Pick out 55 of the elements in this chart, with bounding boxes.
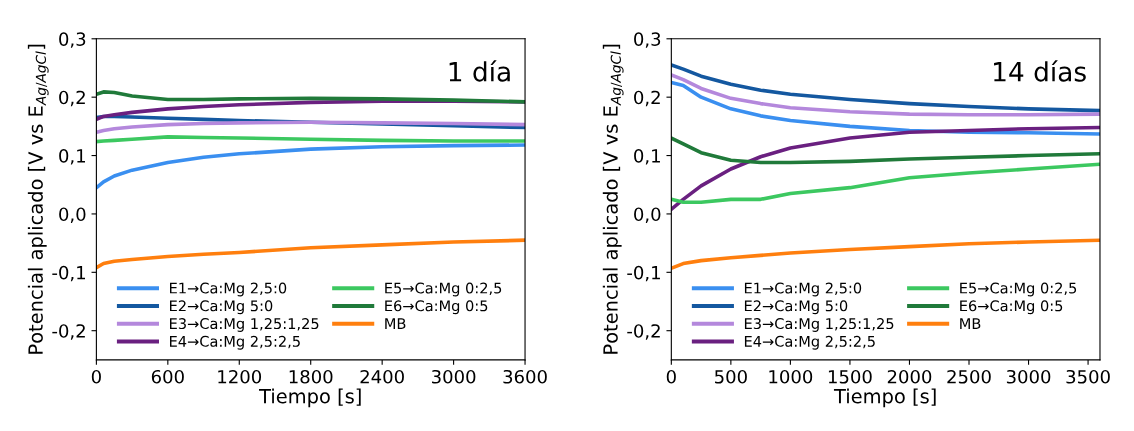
y-tick-label: 0,3 — [59, 32, 86, 48]
x-tick-label: 2000 — [887, 369, 932, 384]
y-tick-label: -0,1 — [52, 265, 85, 282]
y-tick-label: 0,1 — [59, 149, 85, 165]
y-tick-label: -0,2 — [52, 324, 85, 340]
legend-label: E4→Ca:Mg 2,5:2,5 — [744, 335, 875, 350]
y-axis-title: Potencial aplicado [V vs E$_{Ag/AgCl}$] — [602, 44, 624, 354]
y-axis-title: Potencial aplicado [V vs E$_{Ag/AgCl}$] — [27, 44, 49, 354]
x-tick-label: 1000 — [769, 369, 813, 384]
line-series — [671, 136, 1100, 165]
legend-label: E6→Ca:Mg 0:5 — [960, 300, 1063, 315]
line-series — [671, 125, 1100, 212]
y-tick-label: 0,0 — [59, 207, 86, 223]
x-tick-label: 1500 — [828, 369, 872, 384]
y-tick-label: -0,2 — [627, 324, 660, 340]
line-series — [96, 238, 526, 270]
legend-label: E6→Ca:Mg 0:5 — [385, 300, 488, 315]
line-series — [671, 162, 1100, 205]
text: 14 días — [994, 60, 1086, 82]
legend-label: E1→Ca:Mg 2,5:0 — [744, 282, 862, 297]
line-series — [96, 90, 526, 104]
legend-label: E3→Ca:Mg 1,25:1,25 — [744, 318, 894, 332]
y-tick-label: -0,1 — [627, 265, 660, 282]
y-tick-label: 0,0 — [634, 207, 661, 223]
x-axis-title: Tiempo [s] — [833, 388, 936, 408]
legend-label: E1→Ca:Mg 2,5:0 — [170, 282, 287, 297]
legend-label: E2→Ca:Mg 5:0 — [744, 300, 848, 315]
legend-label: MB — [385, 318, 406, 329]
x-tick-label: 0 — [666, 369, 676, 384]
legend-label: MB — [960, 318, 981, 329]
y-tick-label: 0,3 — [634, 32, 661, 48]
y-tick-label: 0,1 — [634, 149, 660, 165]
x-tick-label: 3000 — [1006, 369, 1051, 384]
y-tick-label: 0,2 — [59, 90, 85, 107]
x-tick-label: 3600 — [503, 369, 547, 384]
x-tick-label: 2400 — [360, 369, 404, 384]
x-tick-label: 1200 — [218, 369, 262, 384]
legend-label: E4→Ca:Mg 2,5:2,5 — [170, 335, 300, 350]
line-series — [671, 238, 1100, 271]
legend-label: E2→Ca:Mg 5:0 — [170, 300, 273, 315]
y-tick-label: 0,2 — [634, 90, 660, 107]
legend-label: E3→Ca:Mg 1,25:1,25 — [170, 318, 319, 332]
legend-label: E5→Ca:Mg 0:2,5 — [385, 282, 502, 297]
text: 1 día — [449, 60, 510, 82]
line-series — [96, 143, 526, 190]
x-tick-label: 2500 — [947, 369, 991, 384]
x-axis-title: Tiempo [s] — [259, 388, 361, 408]
x-tick-label: 600 — [151, 369, 184, 384]
x-tick-label: 500 — [715, 369, 747, 384]
legend-label: E5→Ca:Mg 0:2,5 — [960, 282, 1077, 297]
x-tick-label: 0 — [91, 369, 101, 384]
line-series — [96, 120, 526, 135]
x-tick-label: 3500 — [1066, 369, 1110, 384]
x-tick-label: 1800 — [289, 369, 333, 384]
x-tick-label: 3000 — [432, 369, 476, 384]
